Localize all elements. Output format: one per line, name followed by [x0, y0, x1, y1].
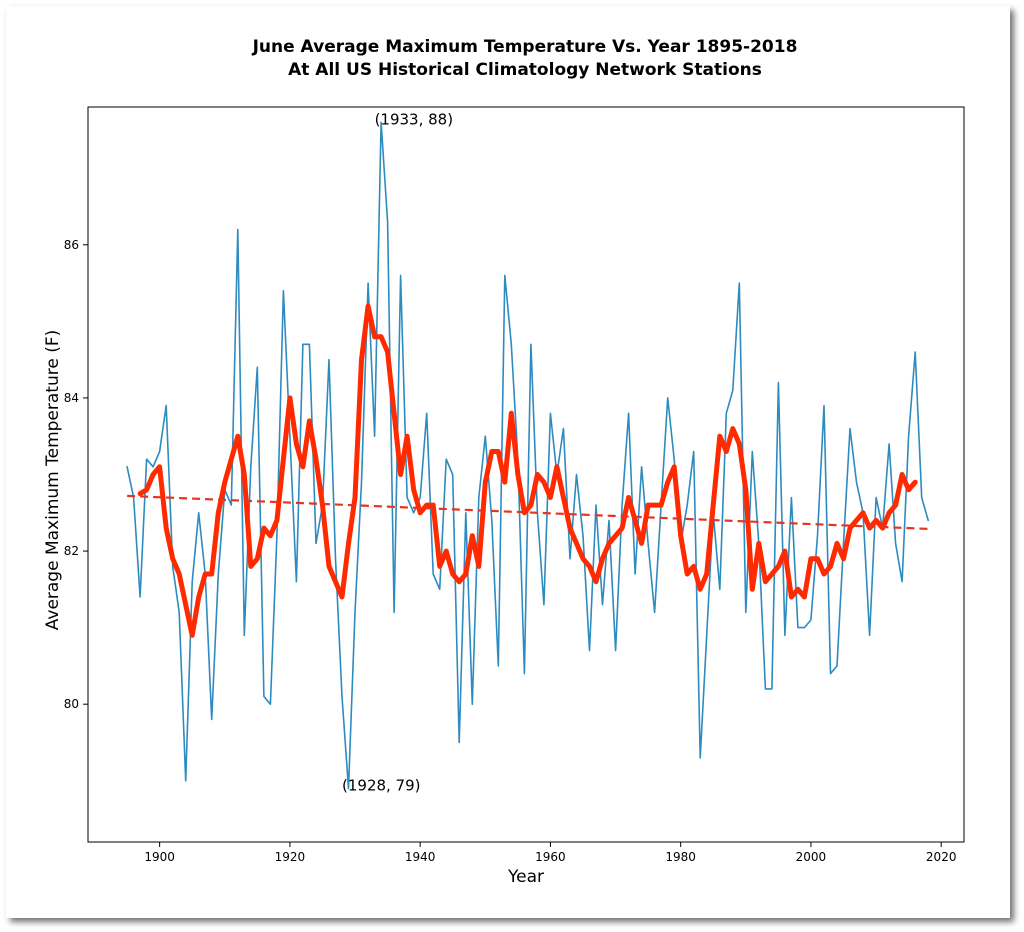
x-tick-label-1920: 1920 — [275, 850, 306, 864]
annotation-1: (1928, 79) — [342, 776, 421, 794]
chart-subtitle: At All US Historical Climatology Network… — [288, 60, 762, 80]
plot-frame — [87, 106, 965, 843]
x-tick-label-1940: 1940 — [405, 850, 436, 864]
y-tick-label-80: 80 — [64, 697, 79, 711]
trend-line — [127, 494, 929, 530]
x-tick-label-2020: 2020 — [926, 850, 957, 864]
x-tick-label-1960: 1960 — [535, 850, 566, 864]
x-tick-label-2000: 2000 — [796, 850, 827, 864]
y-tick-label-86: 86 — [64, 238, 79, 252]
x-tick-label-1980: 1980 — [665, 850, 696, 864]
smoothed-temperature-line — [137, 303, 918, 638]
plot-area: 1900 1920 1940 1960 1980 2000 2020 80 82 84 86 (193… — [64, 106, 965, 864]
chart: June Average Maximum Temperature Vs. Yea… — [43, 37, 965, 887]
annual-temperature-line — [126, 121, 930, 790]
figure-frame: June Average Maximum Temperature Vs. Yea… — [6, 6, 1010, 918]
y-tick-label-82: 82 — [64, 544, 79, 558]
x-axis-label: Year — [507, 867, 544, 887]
x-tick-label-1900: 1900 — [144, 850, 175, 864]
annotation-0: (1933, 88) — [375, 110, 454, 128]
y-axis-label: Average Maximum Temperature (F) — [43, 330, 63, 631]
chart-title: June Average Maximum Temperature Vs. Yea… — [252, 37, 798, 57]
y-tick-label-84: 84 — [64, 391, 79, 405]
